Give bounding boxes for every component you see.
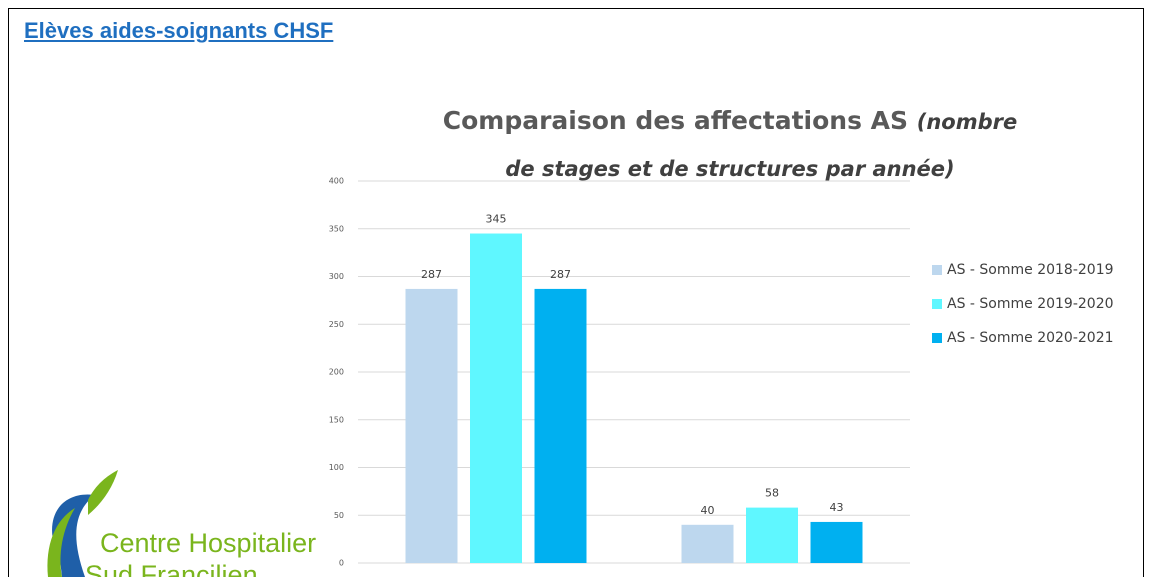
y-tick-label: 300 <box>329 272 344 281</box>
legend-label: AS - Somme 2019-2020 <box>947 296 1114 312</box>
y-tick-label: 400 <box>329 177 344 186</box>
y-tick-label: 0 <box>339 559 344 568</box>
page-title: Elèves aides-soignants CHSF <box>24 18 334 43</box>
y-tick-label: 250 <box>329 320 344 329</box>
bar <box>810 521 863 563</box>
logo-text: Sud Francilien <box>85 560 258 577</box>
data-label: 345 <box>486 213 507 226</box>
y-tick-label: 50 <box>334 511 344 520</box>
bar <box>681 524 734 563</box>
logo-graphic <box>47 470 118 577</box>
y-tick-label: 150 <box>329 415 344 424</box>
data-label: 58 <box>765 487 779 500</box>
logo-text: Centre Hospitalier <box>100 528 317 558</box>
bar <box>534 288 587 563</box>
data-label: 43 <box>830 501 844 514</box>
legend-label: AS - Somme 2018-2019 <box>947 262 1114 278</box>
y-tick-label: 200 <box>329 368 344 377</box>
y-tick-label: 100 <box>329 463 344 472</box>
data-label: 40 <box>701 504 715 517</box>
bar <box>470 233 522 563</box>
chart-title-main: Comparaison des affectations AS <box>442 106 909 135</box>
bar <box>746 507 798 563</box>
y-tick-label: 350 <box>329 224 344 233</box>
legend-label: AS - Somme 2020-2021 <box>947 330 1114 346</box>
logo-swoosh-green <box>88 470 118 515</box>
data-label: 287 <box>550 268 571 281</box>
bar <box>405 288 458 563</box>
data-label: 287 <box>421 268 442 281</box>
legend-swatch <box>932 333 942 343</box>
chart-title: Comparaison des affectations AS (nombre … <box>430 98 1030 192</box>
chart-subtitle: (nombre de stages et de structures par a… <box>505 110 1018 181</box>
logo-swoosh-green2 <box>47 508 75 577</box>
logo-swoosh-blue <box>52 494 95 577</box>
legend-swatch <box>932 265 942 275</box>
legend-swatch <box>932 299 942 309</box>
slide-frame <box>8 8 1144 577</box>
